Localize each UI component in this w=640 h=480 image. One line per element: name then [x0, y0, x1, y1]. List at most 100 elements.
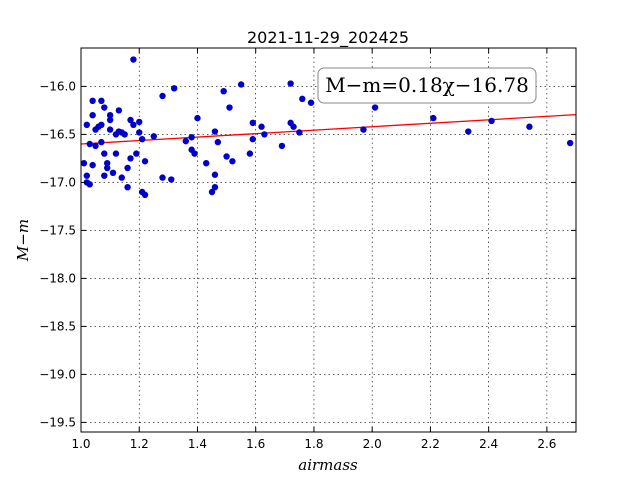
data-point	[124, 184, 131, 191]
data-point	[246, 150, 254, 157]
data-point	[138, 136, 146, 143]
data-point	[278, 142, 286, 150]
axis-ticks: 1.0 1.2 1.4 1.6 1.8 2.0 2.2 2.4 2.6 −16.0 −16.5 −17…	[39, 48, 576, 451]
x-tick-label: 1.8	[304, 437, 323, 451]
data-point	[371, 104, 379, 111]
data-point	[98, 121, 105, 128]
x-tick-label: 1.6	[246, 437, 265, 451]
data-point	[89, 97, 96, 105]
data-point	[109, 169, 117, 176]
data-point	[86, 181, 93, 188]
x-tick-label: 1.4	[188, 437, 207, 451]
data-point	[101, 172, 108, 179]
data-points	[80, 56, 574, 199]
y-tick-label: −17.0	[39, 175, 76, 189]
data-point	[121, 131, 128, 138]
data-point	[203, 160, 210, 167]
data-point	[566, 139, 574, 147]
data-point	[124, 164, 131, 172]
data-point	[307, 99, 315, 106]
data-point	[159, 92, 166, 100]
data-point	[83, 121, 91, 128]
data-point	[526, 123, 533, 130]
data-point	[211, 184, 219, 191]
data-point	[101, 150, 108, 157]
data-point	[188, 134, 195, 141]
data-point	[465, 128, 472, 135]
data-point	[249, 119, 256, 127]
x-tick-label: 2.0	[363, 437, 382, 451]
data-point	[106, 126, 114, 133]
data-point	[191, 150, 198, 157]
data-point	[214, 138, 222, 146]
plot-frame	[80, 47, 577, 433]
x-tick-label: 2.6	[537, 437, 556, 451]
y-tick-label: −18.5	[39, 319, 76, 333]
data-point	[106, 116, 114, 124]
data-point	[430, 114, 437, 122]
data-point	[360, 126, 367, 133]
y-tick-label: −18.0	[39, 271, 76, 285]
data-point	[127, 116, 134, 124]
data-point	[104, 164, 111, 172]
fit-line-group	[80, 113, 577, 145]
annotation-text: M−m=0.18χ−16.78	[325, 73, 529, 97]
data-point	[220, 88, 227, 95]
data-point	[101, 104, 108, 111]
data-point	[127, 155, 134, 162]
data-point	[104, 160, 111, 167]
grid	[80, 48, 576, 432]
data-point	[115, 107, 123, 114]
data-point	[112, 150, 120, 157]
data-point	[130, 56, 137, 63]
data-point	[83, 172, 91, 179]
y-tick-label: −19.0	[39, 367, 76, 381]
y-tick-label: −16.5	[39, 127, 76, 141]
data-point	[150, 133, 157, 140]
data-point	[258, 123, 265, 130]
annotation-box	[317, 67, 537, 104]
data-point	[299, 95, 306, 103]
x-tick-label: 2.2	[421, 437, 440, 451]
data-point	[211, 171, 219, 178]
y-tick-label: −16.0	[39, 79, 76, 93]
x-axis-label: airmass	[298, 456, 358, 474]
fit-line	[80, 113, 577, 145]
data-point	[170, 85, 178, 92]
data-point	[287, 80, 294, 87]
data-point	[249, 136, 256, 143]
data-point	[290, 123, 297, 130]
data-point	[226, 104, 233, 111]
data-point	[136, 118, 143, 126]
data-point	[141, 191, 149, 199]
y-axis-label: M−m	[14, 219, 32, 262]
y-tick-label: −19.5	[39, 415, 76, 429]
data-point	[98, 138, 105, 146]
data-point	[136, 129, 143, 136]
data-point	[182, 137, 190, 145]
data-point	[80, 160, 88, 167]
x-tick-label: 2.4	[479, 437, 498, 451]
data-point	[229, 158, 236, 165]
chart-title: 2021-11-29_202425	[247, 28, 409, 48]
data-point	[98, 97, 105, 105]
data-point	[106, 112, 114, 119]
y-tick-label: −17.5	[39, 223, 76, 237]
x-tick-label: 1.0	[71, 437, 90, 451]
data-point	[118, 174, 125, 181]
data-point	[168, 176, 175, 183]
fit-annotation: M−m=0.18χ−16.78	[317, 67, 537, 104]
data-point	[89, 112, 96, 119]
data-point	[261, 131, 268, 138]
data-point	[208, 188, 216, 196]
data-point	[237, 81, 245, 88]
data-point	[159, 174, 166, 181]
data-point	[86, 140, 93, 148]
data-point	[141, 158, 149, 165]
data-point	[89, 161, 96, 169]
data-point	[488, 117, 495, 125]
data-point	[194, 114, 201, 122]
data-point	[130, 121, 137, 128]
data-point	[296, 129, 303, 136]
